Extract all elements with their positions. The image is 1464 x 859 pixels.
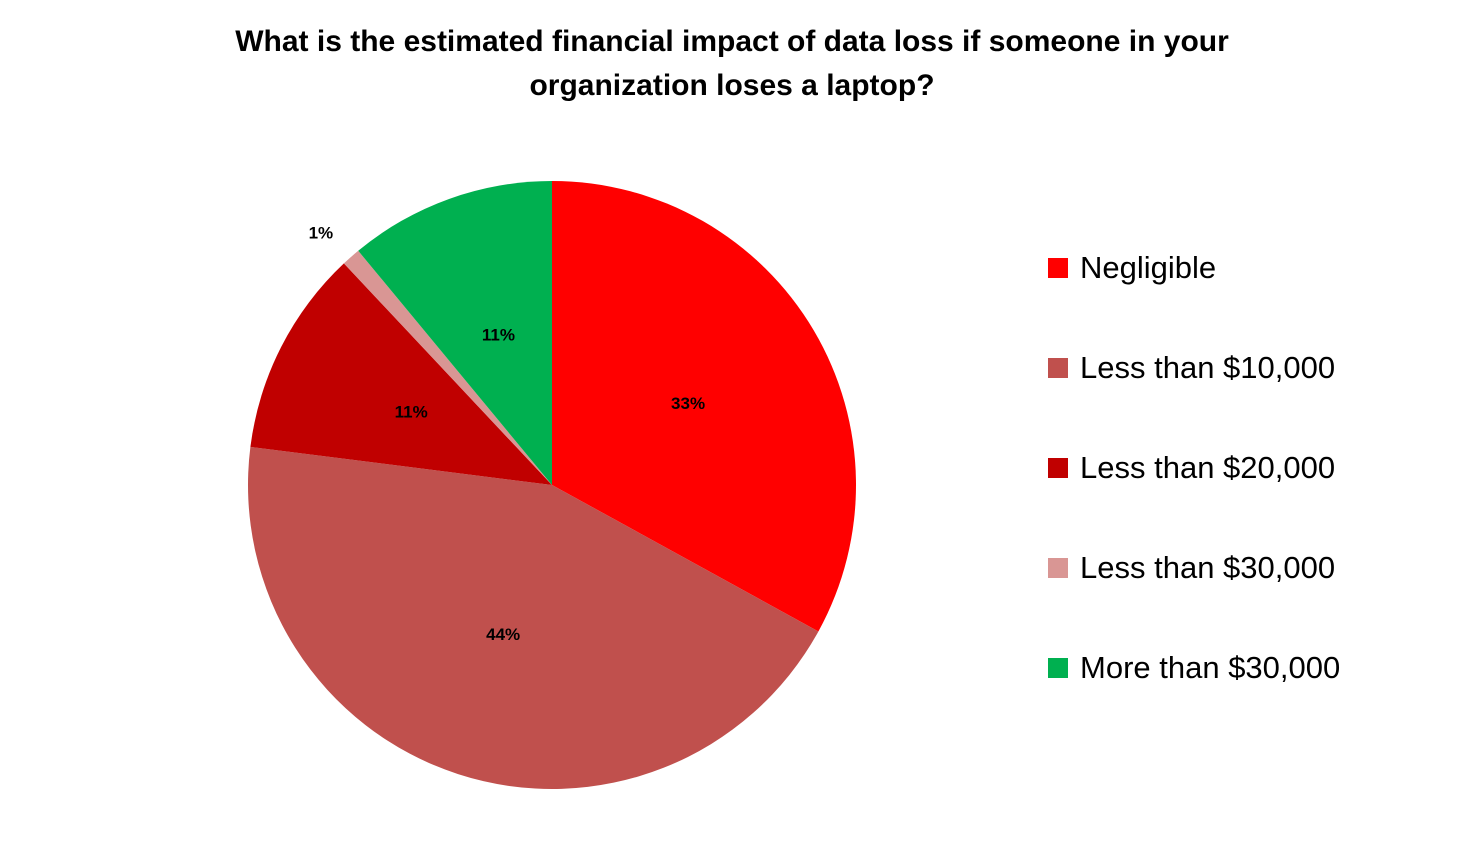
legend-item: Less than $30,000 <box>1048 545 1378 645</box>
chart-title: What is the estimated financial impact o… <box>235 25 1229 102</box>
legend-item: Less than $20,000 <box>1048 445 1378 545</box>
pie-slice <box>248 446 819 790</box>
legend-item: Negligible <box>1048 245 1378 345</box>
legend-label: More than $30,000 <box>1080 650 1341 685</box>
legend-label: Less than $20,000 <box>1080 450 1336 485</box>
data-label: 33% <box>671 394 705 413</box>
legend-item: Less than $10,000 <box>1048 345 1378 445</box>
legend-swatch <box>1048 258 1068 278</box>
pie-slice <box>552 181 856 632</box>
legend-label: Less than $10,000 <box>1080 350 1336 385</box>
legend: Negligible Less than $10,000 Less than $20… <box>1048 245 1378 745</box>
data-label: 11% <box>395 403 428 422</box>
legend-label: Negligible <box>1080 250 1217 285</box>
data-label: 11% <box>482 326 515 345</box>
legend-label: Less than $30,000 <box>1080 550 1336 585</box>
legend-swatch <box>1048 658 1068 678</box>
pie-slice <box>358 181 552 485</box>
data-label: 44% <box>486 625 520 644</box>
pie-slice <box>250 263 552 485</box>
legend-item: More than $30,000 <box>1048 645 1378 745</box>
data-label: 1% <box>309 224 334 243</box>
legend-swatch <box>1048 558 1068 578</box>
legend-swatch <box>1048 358 1068 378</box>
legend-swatch <box>1048 458 1068 478</box>
pie-slice <box>343 250 552 485</box>
